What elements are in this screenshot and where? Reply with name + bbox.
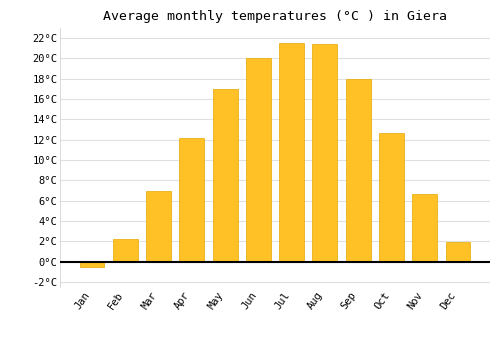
Bar (346, 79, 370, 261)
Bar (180, 138, 204, 261)
Bar (80, 261, 104, 267)
Bar (446, 242, 470, 261)
Bar (246, 58, 271, 261)
Bar (113, 239, 138, 261)
Bar (146, 190, 171, 261)
Bar (412, 194, 437, 261)
Bar (379, 133, 404, 261)
Bar (279, 43, 304, 261)
Bar (312, 44, 338, 261)
Bar (212, 89, 238, 261)
Title: Average monthly temperatures (°C ) in Giera: Average monthly temperatures (°C ) in Gi… (103, 10, 447, 23)
